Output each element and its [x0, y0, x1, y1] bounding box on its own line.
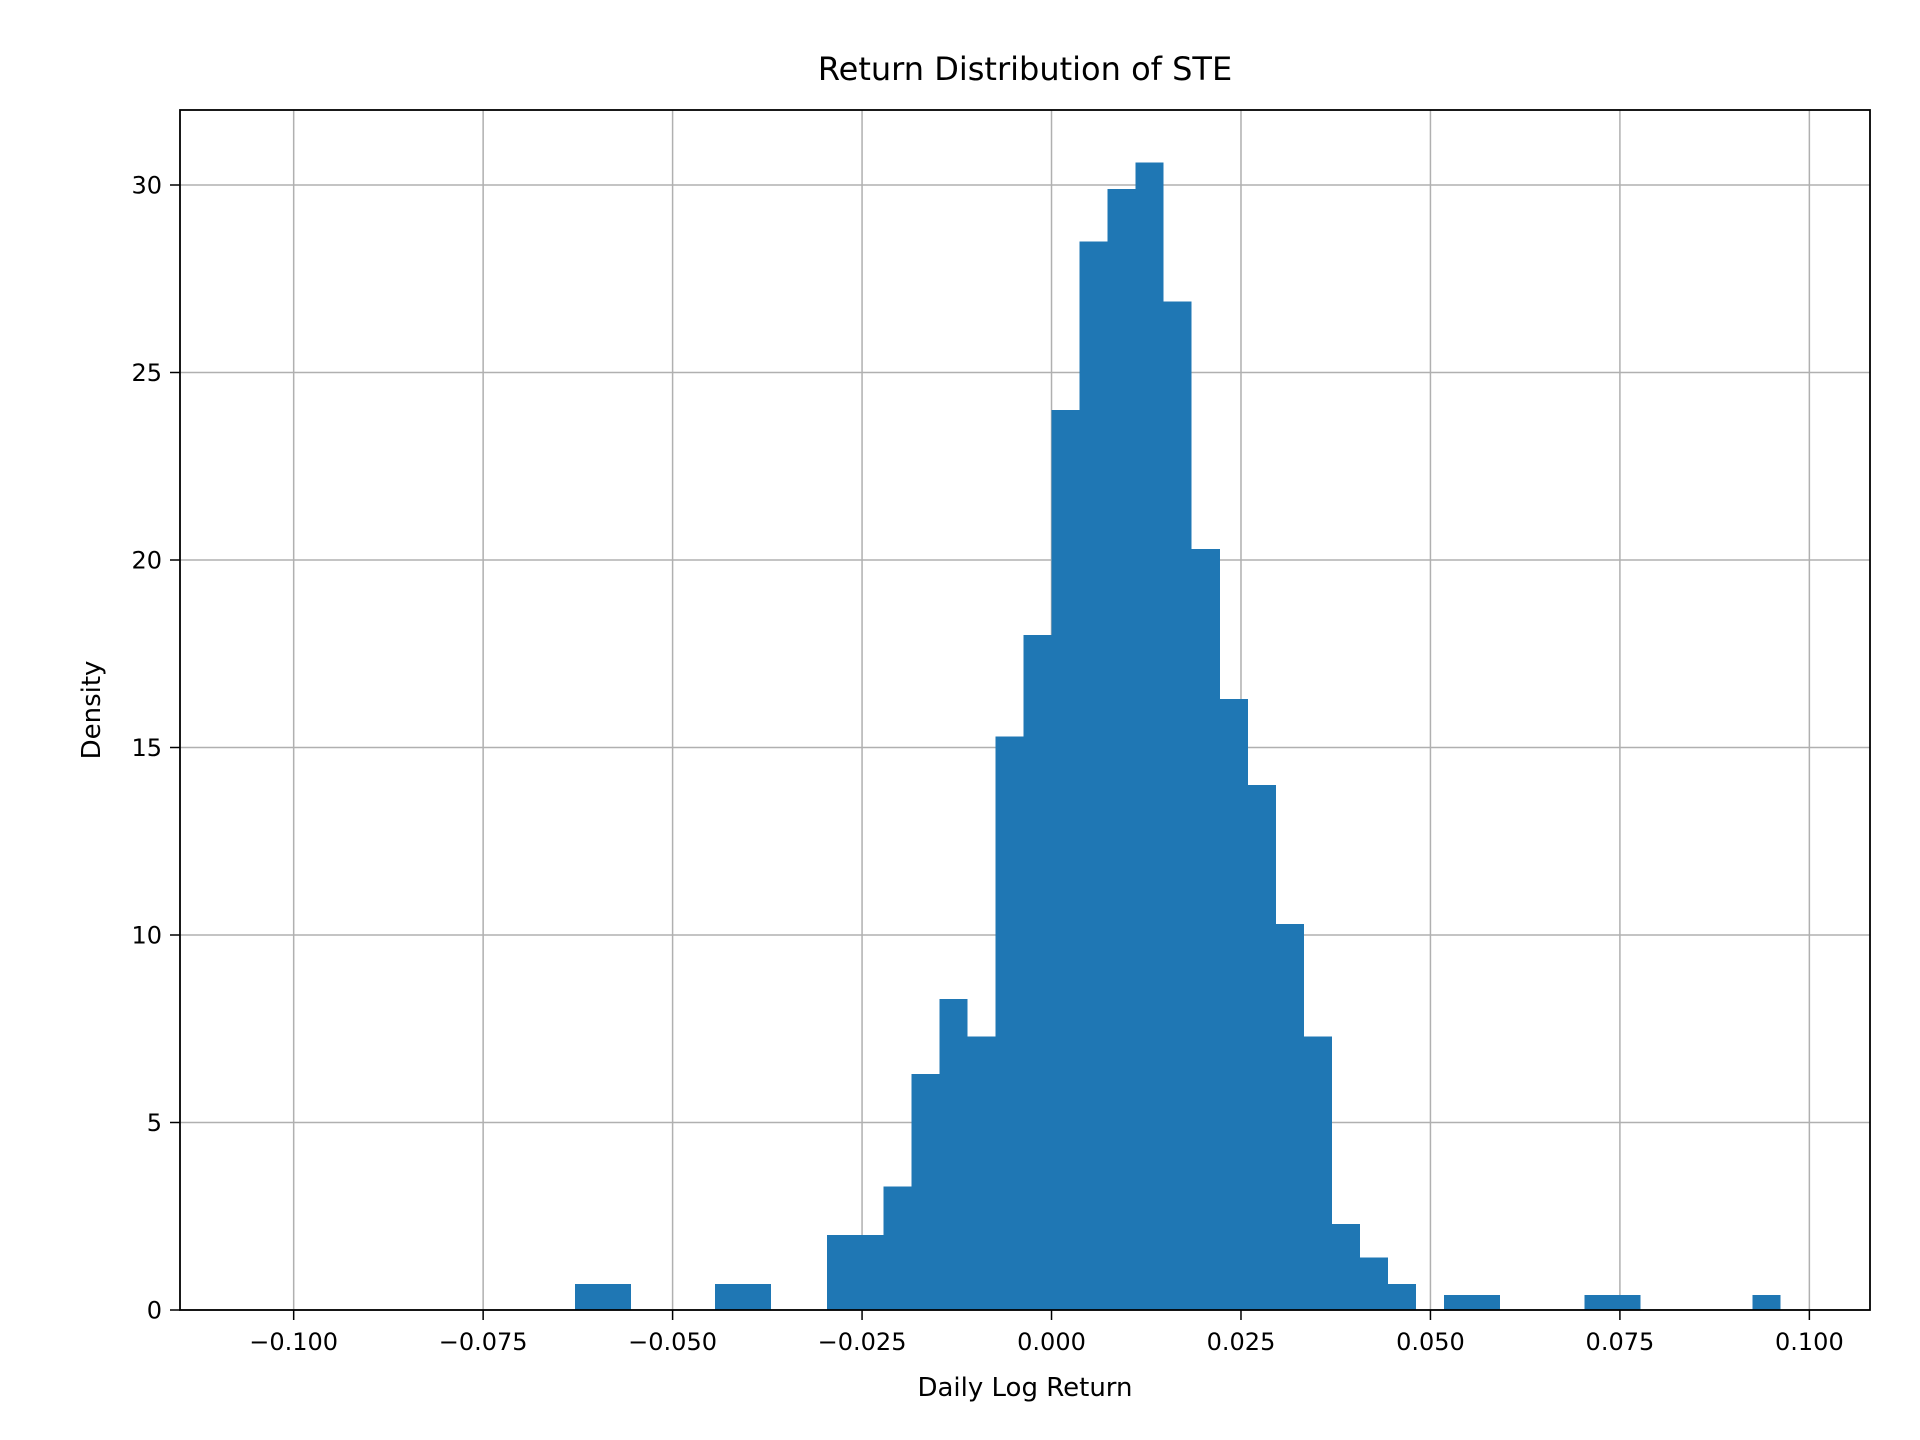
ytick-label: 10	[131, 921, 162, 949]
histogram-chart: −0.100 −0.075 −0.050 −0.025 0.000 0.025 0.050 0…	[0, 0, 1920, 1440]
ytick-label: 0	[147, 1296, 162, 1324]
bar	[1276, 924, 1304, 1310]
xtick-label: 0.100	[1775, 1328, 1844, 1356]
bar	[939, 999, 967, 1310]
bar	[1388, 1284, 1416, 1310]
xtick-label: −0.025	[818, 1328, 907, 1356]
bar	[1220, 699, 1248, 1310]
xtick-label: −0.075	[439, 1328, 528, 1356]
bar	[1248, 785, 1276, 1310]
bar	[1612, 1295, 1640, 1310]
xtick-label: −0.100	[249, 1328, 338, 1356]
bar	[1080, 241, 1108, 1310]
bar	[1753, 1295, 1781, 1310]
ytick-label: 30	[131, 171, 162, 199]
bar	[1444, 1295, 1472, 1310]
y-axis-label: Density	[77, 661, 107, 760]
ytick-label: 15	[131, 734, 162, 762]
bar	[1023, 635, 1051, 1310]
ytick-label: 5	[147, 1109, 162, 1137]
chart-container: −0.100 −0.075 −0.050 −0.025 0.000 0.025 0.050 0…	[0, 0, 1920, 1440]
bar	[715, 1284, 743, 1310]
bar	[883, 1186, 911, 1310]
bar	[575, 1284, 603, 1310]
bar	[1108, 189, 1136, 1310]
bar	[967, 1036, 995, 1310]
bar	[1472, 1295, 1500, 1310]
bar	[1332, 1224, 1360, 1310]
ytick-label: 25	[131, 359, 162, 387]
xtick-label: 0.050	[1396, 1328, 1465, 1356]
bar	[1136, 163, 1164, 1311]
ytick-label: 20	[131, 546, 162, 574]
bar	[603, 1284, 631, 1310]
bar	[1584, 1295, 1612, 1310]
xtick-label: 0.000	[1017, 1328, 1086, 1356]
chart-title: Return Distribution of STE	[818, 50, 1232, 88]
bar	[995, 736, 1023, 1310]
bar	[1304, 1036, 1332, 1310]
xtick-label: 0.025	[1207, 1328, 1276, 1356]
bar	[1164, 301, 1192, 1310]
bar	[855, 1235, 883, 1310]
bar	[1192, 549, 1220, 1310]
xtick-label: −0.050	[628, 1328, 717, 1356]
bar	[911, 1074, 939, 1310]
bar	[1360, 1258, 1388, 1311]
bar	[743, 1284, 771, 1310]
bar	[1052, 410, 1080, 1310]
x-axis-label: Daily Log Return	[917, 1373, 1132, 1403]
bar	[827, 1235, 855, 1310]
xtick-label: 0.075	[1586, 1328, 1655, 1356]
